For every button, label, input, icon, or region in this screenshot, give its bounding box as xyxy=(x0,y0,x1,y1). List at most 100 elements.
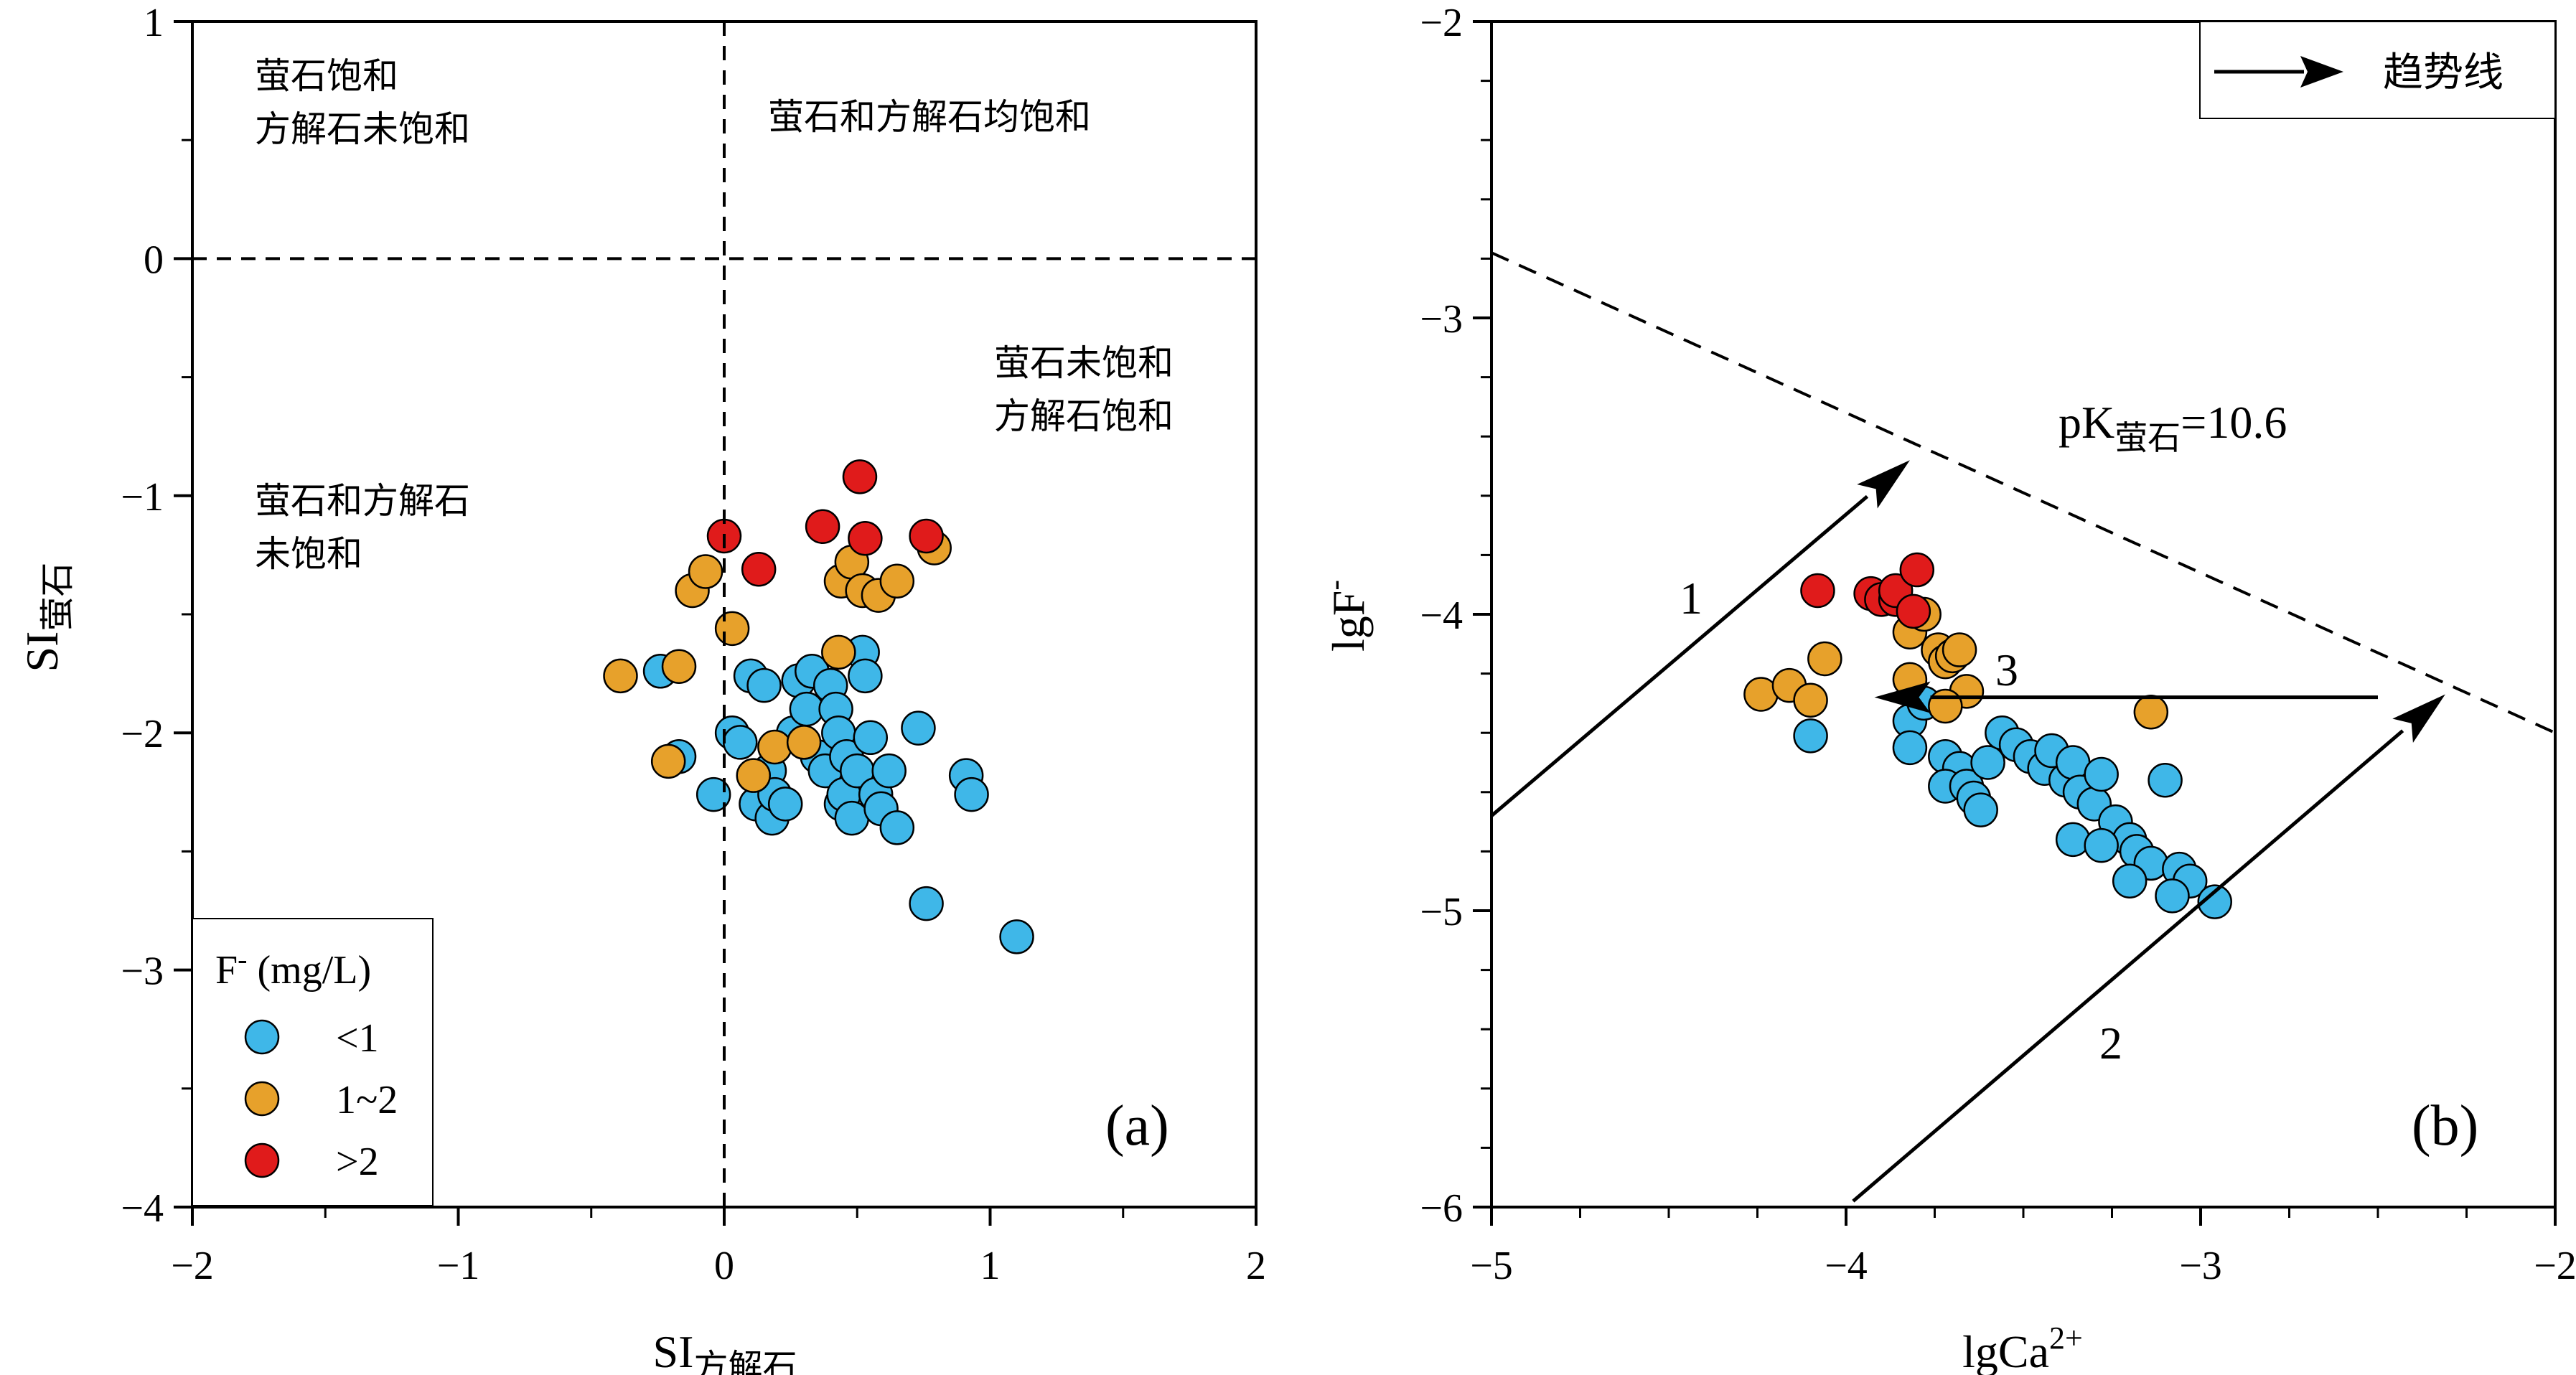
trend-arrow-1-head xyxy=(1857,460,1910,509)
data-point xyxy=(879,810,915,845)
data-point xyxy=(2084,756,2119,792)
data-point xyxy=(954,776,989,812)
data-point xyxy=(999,919,1034,954)
legend-a: F- (mg/L) <1 1~2 >2 xyxy=(192,918,434,1206)
panel-label-a: (a) xyxy=(1105,1094,1169,1158)
data-point xyxy=(2155,878,2190,914)
y-axis-title-superscript: - xyxy=(1317,580,1352,591)
legend-title: F- (mg/L) xyxy=(215,943,371,992)
region-label-line: 萤石未饱和 xyxy=(994,342,1174,384)
panel-b-points xyxy=(1743,552,2233,919)
data-point xyxy=(1899,552,1935,588)
trend-arrow-1-shaft xyxy=(1490,494,1869,817)
legend-entry-label: >2 xyxy=(336,1140,379,1184)
x-axis-title-main: SI xyxy=(653,1326,694,1375)
data-point xyxy=(1963,792,1998,827)
y-tick-label: 0 xyxy=(144,238,164,282)
legend-title-main: F xyxy=(215,948,238,992)
panel-a: −2 −1 0 1 210−1−2−3−4 萤石饱和方解石未饱和 萤石和方解石均饱和 萤… xyxy=(17,1,1266,1375)
x-tick-label: −2 xyxy=(171,1244,214,1288)
data-point xyxy=(1942,632,1977,667)
data-point xyxy=(688,554,723,589)
data-point xyxy=(909,886,944,921)
data-point xyxy=(714,611,750,647)
y-axis-title-main: lgF xyxy=(1323,591,1374,652)
data-point xyxy=(786,725,822,760)
region-label-line: 方解石饱和 xyxy=(994,395,1174,437)
legend-b: 趋势线 xyxy=(2199,21,2556,119)
region-label-both-saturated: 萤石和方解石均饱和 xyxy=(768,96,1091,138)
y-tick-label: 1 xyxy=(144,1,164,45)
data-point xyxy=(746,667,782,703)
y-tick-label: −6 xyxy=(1420,1186,1463,1231)
eq-label-value: =10.6 xyxy=(2181,397,2287,448)
y-tick-label: −4 xyxy=(1420,593,1463,638)
y-tick-label: −3 xyxy=(121,949,164,994)
y-tick-label: −1 xyxy=(121,475,164,520)
region-label-line: 未饱和 xyxy=(255,533,362,575)
trend-arrow-2-shaft xyxy=(1852,729,2404,1203)
region-label-both-unsaturated: 萤石和方解石未饱和 xyxy=(255,480,470,575)
legend-title-unit: (mg/L) xyxy=(247,948,371,992)
data-point xyxy=(1928,688,1963,724)
y-tick-label: −4 xyxy=(121,1186,164,1231)
data-point xyxy=(767,787,803,822)
legend-marker xyxy=(244,1081,280,1117)
legend-entry-label: 1~2 xyxy=(336,1078,398,1122)
eq-label-main: pK xyxy=(2059,397,2114,448)
data-point xyxy=(848,521,883,556)
eq-label-subscript: 萤石 xyxy=(2114,418,2181,457)
region-label-line: 萤石和方解石均饱和 xyxy=(768,96,1091,138)
y-axis-title-a: SI萤石 xyxy=(17,563,78,672)
legend-box xyxy=(192,918,434,1206)
data-point xyxy=(741,551,777,587)
region-label-calcite-saturated: 萤石未饱和方解石饱和 xyxy=(994,342,1174,437)
data-point xyxy=(2084,827,2119,863)
legend-entries: <1 1~2 >2 xyxy=(244,1016,398,1184)
data-point xyxy=(2148,763,2183,798)
equilibrium-line xyxy=(1491,251,2556,735)
x-tick-label: −4 xyxy=(1825,1244,1868,1288)
data-point xyxy=(2112,863,2148,898)
data-point xyxy=(1800,573,1835,609)
panel-b: 123 −5 −4 −3 −2−2−3−4−5−6 pK萤石=10.6 (b) lgC… xyxy=(1317,1,2576,1375)
data-point xyxy=(871,753,907,789)
x-tick-label: −3 xyxy=(2179,1244,2222,1288)
y-tick-label: −3 xyxy=(1420,297,1463,342)
y-tick-label: −5 xyxy=(1420,890,1463,934)
region-label-line: 萤石和方解石 xyxy=(255,480,470,522)
x-axis-title-subscript: 方解石 xyxy=(693,1347,797,1375)
data-point xyxy=(842,459,878,494)
trend-arrow-label: 1 xyxy=(1680,573,1702,624)
data-point xyxy=(848,658,883,694)
x-tick-label: 2 xyxy=(1246,1244,1266,1288)
legend-title-superscript: - xyxy=(238,943,247,975)
region-label-line: 方解石未饱和 xyxy=(255,108,470,150)
data-point xyxy=(1896,593,1931,629)
y-axis-title-main: SI xyxy=(17,632,67,672)
data-point xyxy=(1793,682,1828,718)
y-axis-title-subscript: 萤石 xyxy=(37,563,78,632)
panel-b-ticks: −5 −4 −3 −2−2−3−4−5−6 xyxy=(1420,1,2576,1288)
y-tick-label: −2 xyxy=(1420,1,1463,45)
trend-arrow-label: 3 xyxy=(1995,644,2018,695)
data-point xyxy=(1793,718,1828,754)
data-point xyxy=(650,743,686,779)
data-point xyxy=(1970,745,2005,780)
trend-arrow-label: 2 xyxy=(2099,1018,2122,1069)
trend-arrow-3-head xyxy=(1874,681,1931,713)
data-point xyxy=(603,658,638,694)
panel-b-plot-frame xyxy=(1490,20,2557,1209)
data-point xyxy=(1892,730,1928,766)
x-axis-title-main: lgCa xyxy=(1962,1326,2049,1375)
x-tick-label: −1 xyxy=(437,1244,480,1288)
region-label-fluorite-saturated: 萤石饱和方解石未饱和 xyxy=(255,55,470,150)
trend-arrows: 1 2 3 xyxy=(1490,460,2445,1203)
legend-marker xyxy=(244,1019,280,1055)
data-point xyxy=(853,720,889,756)
x-tick-label: 1 xyxy=(980,1244,1001,1288)
equilibrium-constant-label: pK萤石=10.6 xyxy=(2059,397,2287,457)
x-axis-title-superscript: 2+ xyxy=(2049,1320,2083,1356)
data-point xyxy=(901,710,936,746)
